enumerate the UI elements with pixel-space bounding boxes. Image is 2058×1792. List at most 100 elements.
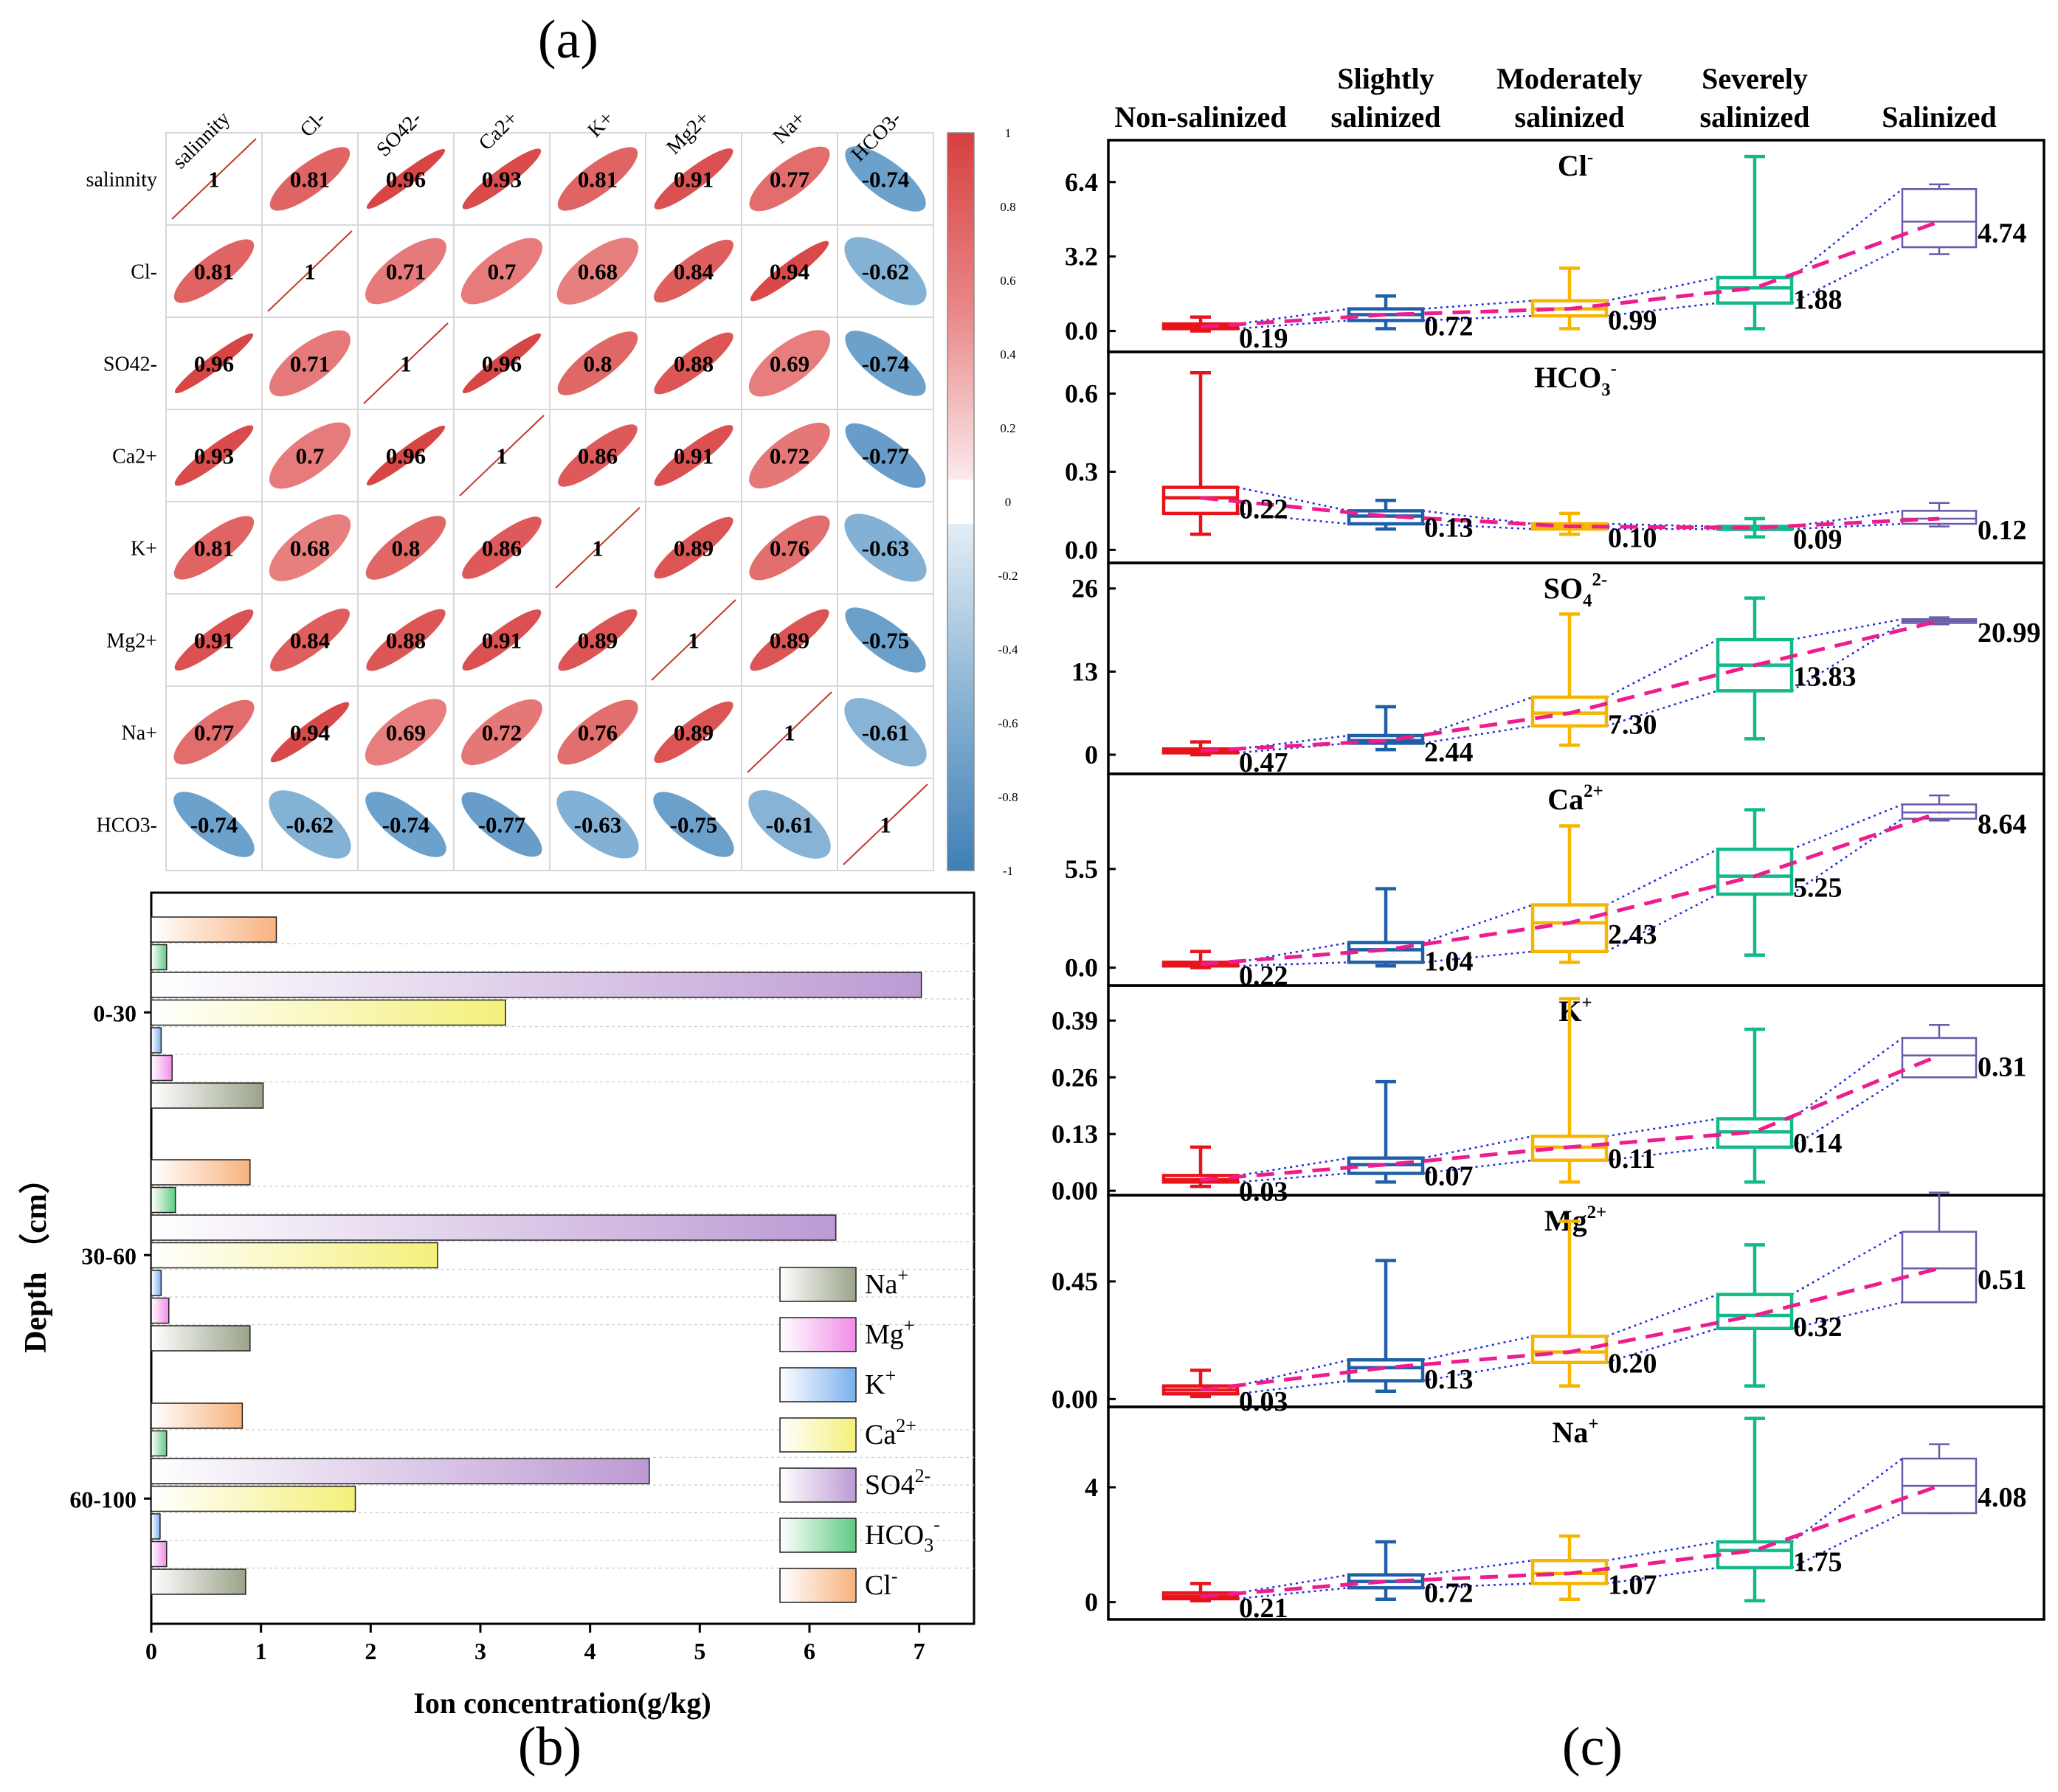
heatmap-value: -0.74 <box>862 351 910 377</box>
box-mean-label: 1.88 <box>1793 284 1843 315</box>
bar-y-tick-label: 30-60 <box>81 1242 137 1269</box>
box-mean-label: 0.14 <box>1793 1128 1843 1159</box>
heatmap-ellipse <box>749 422 830 489</box>
box-y-tick-label: 0.0 <box>1065 316 1098 346</box>
legend-label: Na+ <box>865 1265 908 1300</box>
heatmap-ellipse <box>557 147 638 211</box>
legend-label-sup: + <box>885 1365 896 1386</box>
box-subpanel-title: Cl- <box>1558 148 1593 182</box>
box-mean-label: 0.32 <box>1793 1312 1843 1343</box>
heatmap-diagonal-line <box>843 783 928 865</box>
heatmap-row-label: Ca2+ <box>112 446 157 468</box>
heatmap-ellipse <box>365 699 447 766</box>
box-connector-line <box>1237 1157 1350 1177</box>
box-mean-label: 0.31 <box>1978 1052 2027 1083</box>
bar <box>151 1082 264 1109</box>
bar-y-ticks: 0-30 30-60 60-100 <box>69 1000 151 1512</box>
box-connector-line <box>1422 1559 1533 1576</box>
heatmap-ellipse <box>844 513 927 582</box>
box-mean-label: 0.09 <box>1793 524 1843 555</box>
heatmap-ellipse <box>174 609 254 671</box>
box-connector-line <box>1422 696 1533 737</box>
box-y-tick-label: 0.0 <box>1065 953 1098 983</box>
heatmap-ellipse <box>173 699 255 765</box>
heatmap-value: 0.96 <box>386 167 426 193</box>
box-category-line1: Severely <box>1702 62 1808 95</box>
box-connector-line <box>1237 319 1350 330</box>
bar <box>151 1568 246 1595</box>
box-connector-line <box>1237 734 1350 750</box>
box-mean-label: 13.83 <box>1793 662 1857 693</box>
heatmap-value: 0.94 <box>770 259 809 285</box>
box-y-tick-label: 0 <box>1085 1588 1098 1617</box>
box-connector-line <box>1791 1231 1903 1295</box>
box-y-tick-label: 6.4 <box>1065 167 1098 197</box>
heatmap-value: 0.94 <box>290 720 330 746</box>
box-connector-line <box>1422 522 1533 530</box>
heatmap-value: 1 <box>400 351 412 377</box>
bar <box>151 944 168 971</box>
box-connector-line <box>1237 1574 1350 1594</box>
heatmap-column-label: K+ <box>584 107 618 142</box>
heatmap-row-label: Na+ <box>122 722 157 745</box>
salinization-boxplot-panel: Non-salinized Slightly salinized Moderately… <box>1052 62 2045 1777</box>
heatmap-diagonal-line <box>363 322 449 404</box>
legend-swatch <box>779 1568 857 1603</box>
bar <box>151 1402 244 1429</box>
bar <box>151 1485 356 1512</box>
heatmap-ellipse <box>845 607 926 673</box>
heatmap-value: 0.89 <box>578 628 618 654</box>
bar <box>151 1513 161 1540</box>
heatmap-ellipse <box>654 516 733 579</box>
heatmap-value: 0.86 <box>482 536 522 561</box>
box-subpanel-title-sup: - <box>1587 148 1593 167</box>
bar <box>151 1458 650 1484</box>
heatmap-value: 1 <box>304 259 316 285</box>
box-connector-line <box>1606 1146 1719 1161</box>
legend-label: Mg+ <box>865 1315 914 1350</box>
box-connector-line <box>1606 848 1719 906</box>
box-subpanel: Ca2+0.05.50.22 1.042.435.258.64 <box>1065 772 2045 992</box>
box-subpanel-title-sup: + <box>1581 993 1592 1013</box>
bar <box>151 1325 251 1352</box>
box-mean-label: 0.03 <box>1239 1386 1288 1417</box>
panel-a-label: (a) <box>538 10 598 70</box>
legend-label-sup: + <box>904 1315 915 1336</box>
bar-x-tick-label: 6 <box>804 1638 815 1664</box>
box-body <box>1530 1335 1609 1365</box>
heatmap-diagonal-line <box>651 599 736 681</box>
box-y-tick-label: 5.5 <box>1065 854 1098 884</box>
heatmap-value: 0.86 <box>578 443 618 469</box>
heatmap-diagonal-line <box>747 691 832 773</box>
bar-x-tick-label: 1 <box>255 1638 267 1664</box>
legend-swatch <box>779 1518 857 1553</box>
heatmap-ellipse <box>654 425 733 486</box>
legend-label-sup: 2- <box>915 1465 931 1487</box>
box-subpanel-title-sub: 4 <box>1583 591 1592 611</box>
heatmap-ellipse <box>654 332 733 395</box>
box-mean-label: 0.11 <box>1608 1144 1655 1175</box>
heatmap-ellipse <box>845 331 926 396</box>
bar <box>151 1214 837 1241</box>
box-mean-label: 4.08 <box>1978 1482 2027 1513</box>
box-subpanel-title: SO42- <box>1544 570 1607 611</box>
colorbar-tick-label: -0.6 <box>998 716 1018 730</box>
box-connector-line <box>1237 941 1350 964</box>
box-mean-label: 0.12 <box>1978 515 2027 546</box>
box-subpanel-title-sup: 2+ <box>1584 781 1603 801</box>
bar <box>151 1540 168 1568</box>
heatmap-value: 0.93 <box>194 443 234 469</box>
colorbar-tick-label: 1 <box>1005 126 1012 140</box>
box-category-line1: Non-salinized <box>1114 100 1286 134</box>
bar-x-tick-label: 3 <box>474 1638 486 1664</box>
box-category-line2: salinized <box>1331 100 1441 134</box>
box-connector-line <box>1606 638 1719 699</box>
correlation-heatmap-panel: (a) 1 0.81 0.96 0.93 0.81 0.91 0.77 -0.740.81 1 0… <box>86 10 1018 878</box>
colorbar-tick-label: 0.6 <box>1000 274 1015 288</box>
box-trend-line <box>1200 619 1940 753</box>
legend-label-base: Mg <box>865 1319 904 1350</box>
box-trend-line <box>1200 220 1940 329</box>
box-y-tick-label: 0.00 <box>1052 1384 1098 1414</box>
